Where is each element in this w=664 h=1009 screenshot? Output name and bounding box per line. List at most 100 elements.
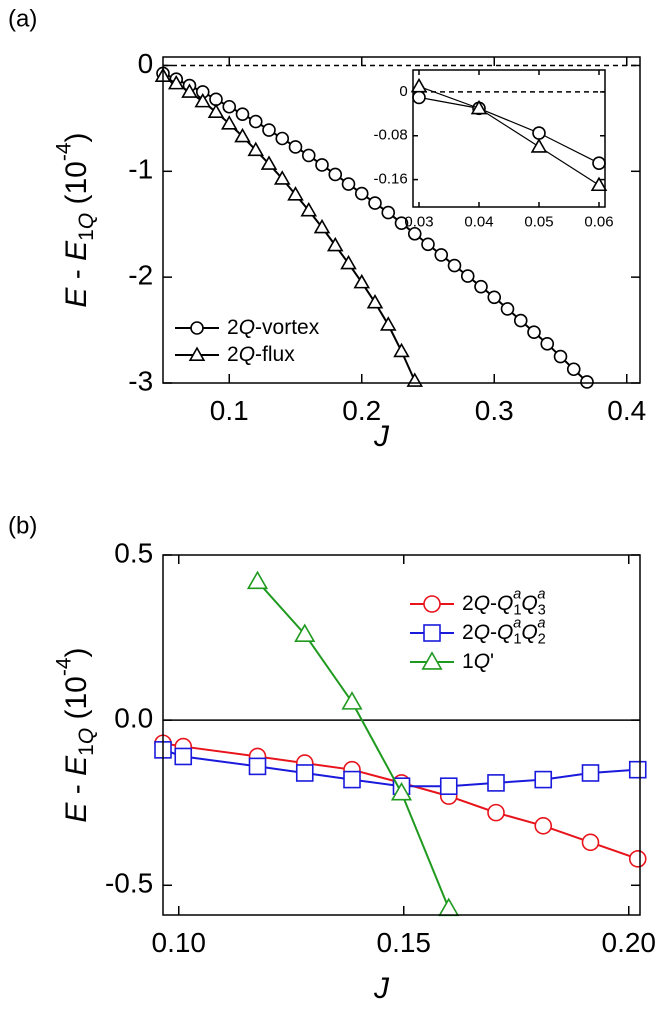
marker xyxy=(394,216,409,230)
y-axis-label: E - E1Q (10-4) xyxy=(52,647,98,822)
marker xyxy=(341,177,356,191)
marker xyxy=(295,764,314,782)
marker xyxy=(248,114,263,129)
marker xyxy=(294,623,316,642)
marker xyxy=(628,850,647,868)
plot-background xyxy=(413,70,605,207)
marker xyxy=(262,123,276,137)
marker xyxy=(174,747,193,766)
marker xyxy=(434,248,449,262)
marker xyxy=(592,156,606,170)
x-tick-label: 0.4 xyxy=(607,395,646,426)
legend-label: 2Q-flux xyxy=(227,343,295,366)
marker xyxy=(487,774,505,792)
marker xyxy=(390,781,413,801)
y-tick-label: 0 xyxy=(399,83,407,100)
marker xyxy=(487,290,502,305)
y-tick-label: -0.5 xyxy=(105,868,153,899)
marker xyxy=(379,316,397,331)
panel: 0.03 0.04 0.05 0.06 0 -0.08 -0.16 xyxy=(374,69,614,231)
marker xyxy=(353,273,371,289)
marker xyxy=(260,155,278,170)
x-tick-label: 0.05 xyxy=(524,214,553,231)
x-tick-label: 0.10 xyxy=(152,927,207,958)
x-tick-label: 0.20 xyxy=(602,927,657,958)
marker xyxy=(527,325,541,339)
marker xyxy=(581,764,600,782)
x-tick-label: 0.2 xyxy=(342,395,381,426)
marker xyxy=(235,107,250,121)
marker xyxy=(246,570,269,590)
marker xyxy=(328,167,343,182)
marker xyxy=(326,236,344,252)
marker xyxy=(207,103,225,119)
marker xyxy=(288,140,303,154)
panel-label: (a) xyxy=(8,5,37,32)
plot-frame xyxy=(412,69,606,208)
marker xyxy=(275,131,290,146)
marker xyxy=(273,170,291,185)
x-axis-label: J xyxy=(373,972,390,1005)
marker xyxy=(194,92,212,108)
marker xyxy=(354,186,369,201)
marker xyxy=(393,342,410,358)
marker xyxy=(421,237,435,252)
marker xyxy=(532,126,546,140)
x-axis-label: J xyxy=(373,420,390,453)
marker xyxy=(248,757,267,776)
marker xyxy=(181,83,198,98)
x-tick-label: 0.03 xyxy=(404,214,433,231)
plot-background xyxy=(163,555,640,915)
marker xyxy=(590,176,608,192)
marker xyxy=(470,99,488,115)
legend-marker xyxy=(423,624,441,642)
marker xyxy=(460,269,475,283)
marker xyxy=(220,115,238,130)
x-tick-label: 0.15 xyxy=(377,927,432,958)
marker xyxy=(234,127,251,143)
marker xyxy=(500,302,515,316)
marker xyxy=(628,760,647,779)
marker xyxy=(315,158,329,172)
marker xyxy=(580,375,594,389)
marker xyxy=(581,833,600,852)
marker xyxy=(381,205,396,220)
marker xyxy=(341,691,363,710)
marker xyxy=(566,362,581,377)
legend-label: 2Q-vortex xyxy=(227,316,320,339)
marker xyxy=(287,186,304,201)
marker xyxy=(313,218,331,234)
marker xyxy=(534,770,553,789)
marker xyxy=(247,141,265,157)
marker xyxy=(368,196,382,210)
marker xyxy=(412,90,426,105)
y-tick-label: -0.16 xyxy=(374,171,408,188)
series-line xyxy=(418,85,600,186)
panel: 0.10 0.15 0.20 0.5 0.0 -0.5 2Q-Q1aQ3a2Q-Q1aQ2a… xyxy=(8,512,656,1005)
y-tick-label: -2 xyxy=(128,260,153,291)
marker xyxy=(530,138,548,153)
y-axis-label: E - E1Q (10-4) xyxy=(52,132,98,307)
marker xyxy=(343,770,361,789)
marker xyxy=(447,258,462,273)
marker xyxy=(540,337,555,351)
marker xyxy=(513,313,528,328)
legend-marker xyxy=(423,595,441,613)
legend-label: 2Q-Q1aQ3a xyxy=(462,586,546,618)
marker xyxy=(553,349,568,364)
y-tick-label: -3 xyxy=(128,365,153,396)
marker xyxy=(301,148,316,163)
marker xyxy=(474,279,488,294)
marker xyxy=(300,201,318,217)
marker xyxy=(222,99,237,114)
marker xyxy=(439,777,458,795)
x-tick-label: 0.3 xyxy=(475,395,514,426)
panel-label: (b) xyxy=(8,512,37,539)
x-tick-label: 0.1 xyxy=(210,395,249,426)
plot-frame xyxy=(162,554,641,916)
y-tick-label: 0.0 xyxy=(114,703,153,734)
x-tick-label: 0.06 xyxy=(584,214,613,231)
y-tick-label: -1 xyxy=(128,154,153,185)
marker xyxy=(410,77,428,93)
